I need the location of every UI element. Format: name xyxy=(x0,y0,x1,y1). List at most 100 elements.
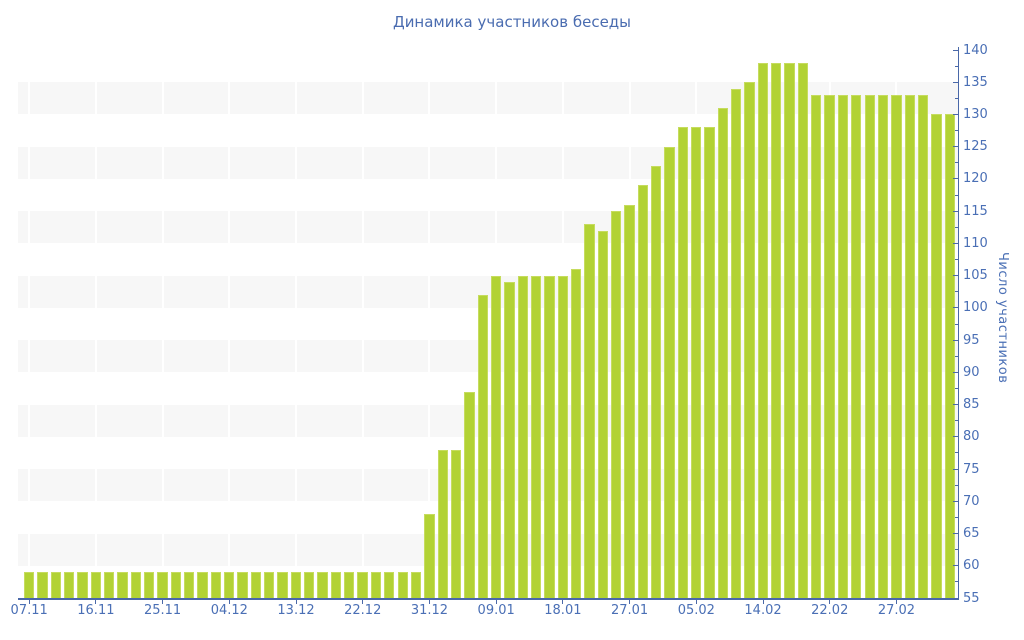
bar xyxy=(90,572,101,598)
y-tick-label: 95 xyxy=(963,332,980,348)
x-tick xyxy=(95,600,97,604)
vertical-gridline xyxy=(361,50,364,598)
x-tick xyxy=(295,600,297,604)
bar xyxy=(904,95,915,598)
x-tick xyxy=(629,600,631,604)
y-minor-tick xyxy=(955,452,958,454)
bar xyxy=(357,572,368,598)
bar xyxy=(210,572,222,598)
bar xyxy=(370,572,382,598)
bar xyxy=(170,572,181,598)
bar xyxy=(50,572,61,598)
y-axis-title: Число участников xyxy=(995,252,1010,384)
bar xyxy=(330,572,342,598)
bar xyxy=(384,572,395,598)
bar xyxy=(277,572,288,598)
vertical-gridline xyxy=(295,50,298,598)
bar xyxy=(917,95,929,598)
bar xyxy=(290,572,302,598)
bar xyxy=(450,449,462,598)
y-tick-label: 120 xyxy=(963,171,988,187)
x-tick-label: 09.01 xyxy=(477,603,515,618)
y-major-tick xyxy=(953,597,958,599)
y-major-tick xyxy=(953,242,958,244)
y-minor-tick xyxy=(955,387,958,389)
x-tick-label: 07.11 xyxy=(10,603,48,618)
y-major-tick xyxy=(953,371,958,373)
bar xyxy=(117,572,128,598)
y-axis-line xyxy=(958,47,959,600)
x-tick xyxy=(228,600,230,604)
bar xyxy=(691,127,702,598)
bar xyxy=(811,95,822,598)
y-major-tick xyxy=(953,49,958,51)
bar xyxy=(704,127,715,598)
bar xyxy=(570,269,582,598)
y-minor-tick xyxy=(955,162,958,164)
bar xyxy=(771,62,782,598)
x-tick-label: 27.02 xyxy=(877,603,916,618)
vertical-gridline xyxy=(28,50,31,598)
bar xyxy=(597,230,608,598)
y-tick-label: 135 xyxy=(963,74,988,90)
y-minor-tick xyxy=(955,65,958,67)
bar xyxy=(77,572,88,598)
bar xyxy=(143,572,155,598)
y-major-tick xyxy=(953,81,958,83)
y-tick-label: 110 xyxy=(963,235,988,251)
bar xyxy=(931,114,942,598)
bar xyxy=(864,95,875,598)
x-tick-label: 16.11 xyxy=(77,603,115,618)
x-tick-label: 04.12 xyxy=(210,603,248,618)
x-tick-label: 14.02 xyxy=(744,603,782,618)
x-axis-line xyxy=(18,598,959,600)
bar xyxy=(584,224,595,598)
bar xyxy=(437,449,448,598)
bar xyxy=(130,572,141,598)
bar xyxy=(891,95,902,598)
y-tick-label: 125 xyxy=(963,139,988,155)
bar xyxy=(304,572,315,598)
x-tick-label: 13.12 xyxy=(277,603,315,618)
y-minor-tick xyxy=(955,420,958,422)
bar xyxy=(477,294,488,598)
x-tick-label: 27.01 xyxy=(610,603,649,618)
x-tick-label: 18.01 xyxy=(544,603,582,618)
y-tick-label: 85 xyxy=(963,397,980,413)
bar xyxy=(624,204,635,598)
bar xyxy=(651,166,662,598)
y-tick-label: 140 xyxy=(963,42,988,58)
y-minor-tick xyxy=(955,194,958,196)
bar xyxy=(824,95,835,598)
bar xyxy=(237,572,248,598)
y-tick-label: 70 xyxy=(963,493,980,509)
y-major-tick xyxy=(953,146,958,148)
bar xyxy=(784,62,795,598)
x-tick-label: 31.12 xyxy=(410,603,449,618)
y-minor-tick xyxy=(955,355,958,357)
bar xyxy=(344,572,355,598)
bar xyxy=(224,572,235,598)
y-minor-tick xyxy=(955,549,958,551)
y-minor-tick xyxy=(955,323,958,325)
y-major-tick xyxy=(953,178,958,180)
y-tick-label: 100 xyxy=(963,300,988,316)
y-minor-tick xyxy=(955,130,958,132)
bar xyxy=(717,108,729,598)
bar xyxy=(851,95,862,598)
chart-title: Динамика участников беседы xyxy=(392,13,632,31)
y-tick-label: 130 xyxy=(963,106,988,122)
y-tick-label: 105 xyxy=(963,268,988,284)
x-tick xyxy=(695,600,697,604)
y-tick-label: 80 xyxy=(963,429,980,445)
bar xyxy=(557,275,568,598)
bar xyxy=(63,572,75,598)
bar xyxy=(157,572,168,598)
x-tick xyxy=(562,600,564,604)
bar xyxy=(424,514,435,598)
y-minor-tick xyxy=(955,484,958,486)
x-tick xyxy=(762,600,764,604)
x-tick xyxy=(162,600,164,604)
